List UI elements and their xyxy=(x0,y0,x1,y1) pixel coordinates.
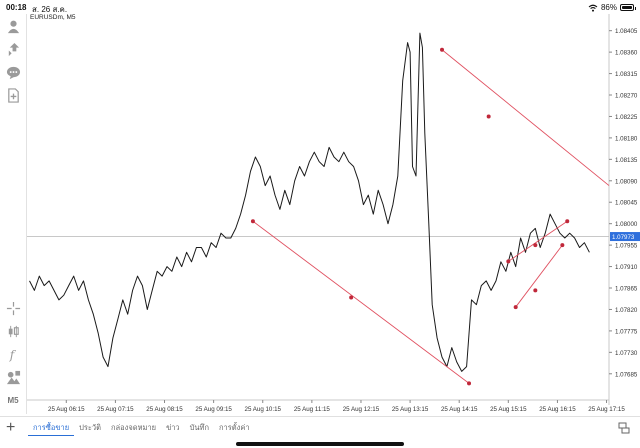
price-tick-label: 1.08090 xyxy=(615,178,638,185)
tab-news[interactable]: ข่าว xyxy=(166,423,180,432)
time-tick-label: 25 Aug 08:15 xyxy=(146,406,183,413)
price-chart[interactable]: 1.08405 1.08360 1.08315 1.08270 1.08225 1.081… xyxy=(27,14,640,416)
time-tick-label: 25 Aug 11:15 xyxy=(294,406,331,413)
time-tick-label: 25 Aug 07:15 xyxy=(97,406,134,413)
battery-percent: 86% xyxy=(600,3,617,12)
price-tick-label: 1.08225 xyxy=(615,114,638,121)
crosshair-icon xyxy=(6,301,20,315)
objects-icon xyxy=(6,370,20,384)
price-tick-label: 1.07775 xyxy=(615,328,638,335)
chat-button[interactable] xyxy=(5,64,21,80)
price-tick-label: 1.07820 xyxy=(615,307,638,314)
trendline[interactable] xyxy=(441,49,610,186)
home-indicator xyxy=(236,442,404,446)
price-tick-label: 1.08360 xyxy=(615,50,638,57)
timeframe-label: M5 xyxy=(7,395,19,405)
price-tick-label: 1.08270 xyxy=(615,93,638,100)
price-tick-label: 1.08180 xyxy=(615,135,638,142)
timeframe-button[interactable]: M5 xyxy=(5,392,21,408)
objects-button[interactable] xyxy=(5,369,21,385)
time-tick-label: 25 Aug 17:15 xyxy=(588,406,625,413)
tab-journal[interactable]: บันทึก xyxy=(189,423,210,432)
crosshair-button[interactable] xyxy=(5,300,21,316)
price-tick-label: 1.07865 xyxy=(615,286,638,293)
time-tick-label: 25 Aug 09:15 xyxy=(195,406,232,413)
trendline[interactable] xyxy=(252,220,470,384)
trendline-anchor-point[interactable] xyxy=(513,305,518,310)
tab-history[interactable]: ประวัติ xyxy=(79,423,102,432)
wifi-icon xyxy=(588,4,598,12)
chart-type-button[interactable] xyxy=(5,323,21,339)
window-toggle-button[interactable] xyxy=(618,421,630,439)
indicators-button[interactable]: f xyxy=(5,346,21,362)
new-order-icon xyxy=(7,87,19,103)
time-tick-label: 25 Aug 06:15 xyxy=(48,406,85,413)
chart-type-icon xyxy=(8,325,19,337)
trendline-anchor-point[interactable] xyxy=(560,243,565,248)
trendline-anchor-point[interactable] xyxy=(565,219,570,224)
tab-settings[interactable]: การตั้งค่า xyxy=(219,423,250,432)
trendline-anchor-point[interactable] xyxy=(533,288,538,293)
time-tick-label: 25 Aug 12:15 xyxy=(343,406,380,413)
trendline-anchor-point[interactable] xyxy=(250,219,255,224)
trendline-anchor-point[interactable] xyxy=(533,243,538,248)
price-tick-label: 1.07910 xyxy=(615,264,638,271)
price-tick-label: 1.08135 xyxy=(615,157,638,164)
trendline[interactable] xyxy=(515,244,563,308)
trade-icon xyxy=(8,42,19,56)
price-tick-label: 1.08000 xyxy=(615,221,638,228)
price-tick-label: 1.07685 xyxy=(615,371,638,378)
svg-text:f: f xyxy=(8,348,16,362)
status-date: ส. 26 ส.ค. xyxy=(32,5,68,14)
battery-icon xyxy=(620,4,636,11)
window-toggle-icon xyxy=(618,422,630,434)
time-tick-label: 25 Aug 14:15 xyxy=(441,406,478,413)
price-tick-label: 1.08315 xyxy=(615,71,638,78)
tab-mailbox[interactable]: กล่องจดหมาย xyxy=(111,423,157,432)
account-button[interactable] xyxy=(5,18,21,34)
price-tick-label: 1.07730 xyxy=(615,350,638,357)
trendline-anchor-point[interactable] xyxy=(467,381,472,386)
tabs: การซื้อขาย ประวัติ กล่องจดหมาย ข่าว บันท… xyxy=(28,422,255,436)
indicators-icon: f xyxy=(8,348,16,362)
chart-symbol-label: EURUSDm, M5 xyxy=(30,14,76,21)
time-tick-label: 25 Aug 16:15 xyxy=(539,406,576,413)
price-tick-label: 1.08045 xyxy=(615,200,638,207)
price-line xyxy=(29,32,590,372)
time-tick-label: 25 Aug 10:15 xyxy=(245,406,282,413)
chat-icon xyxy=(6,66,20,79)
current-price-label: 1.07973 xyxy=(612,234,635,241)
time-tick-label: 25 Aug 15:15 xyxy=(490,406,527,413)
trendline[interactable] xyxy=(508,220,568,262)
tab-trading[interactable]: การซื้อขาย xyxy=(28,422,75,436)
bottom-tab-bar: + การซื้อขาย ประวัติ กล่องจดหมาย ข่าว บั… xyxy=(0,416,640,448)
account-icon xyxy=(7,20,19,33)
trade-button[interactable] xyxy=(5,41,21,57)
trendline-anchor-point[interactable] xyxy=(486,114,491,119)
left-toolbar: f M5 xyxy=(0,14,27,414)
price-tick-label: 1.07955 xyxy=(615,243,638,250)
price-tick-label: 1.08405 xyxy=(615,28,638,35)
status-bar: 00:18 ส. 26 ส.ค. 86% xyxy=(0,0,640,16)
new-order-button[interactable] xyxy=(5,87,21,103)
add-button[interactable]: + xyxy=(6,419,16,436)
current-price-marker xyxy=(610,232,640,242)
status-time: 00:18 xyxy=(6,3,27,12)
time-tick-label: 25 Aug 13:15 xyxy=(392,406,429,413)
trendline-anchor-point[interactable] xyxy=(440,47,445,52)
trendline-anchor-point[interactable] xyxy=(349,295,354,300)
trendline-anchor-point[interactable] xyxy=(506,259,511,264)
